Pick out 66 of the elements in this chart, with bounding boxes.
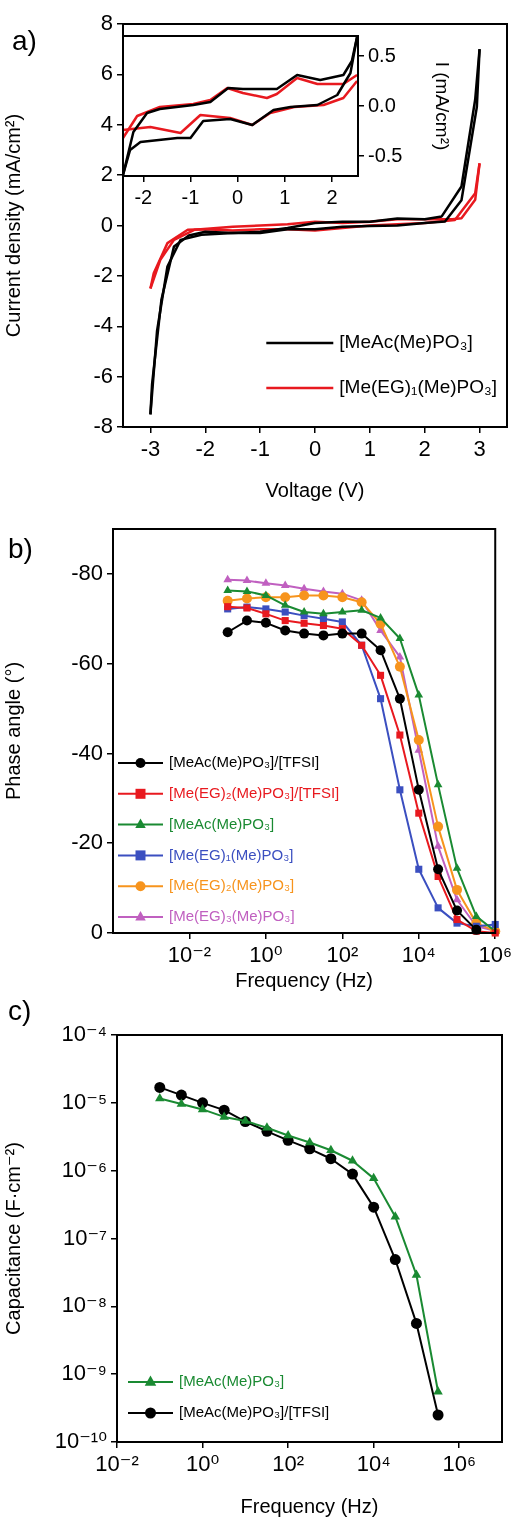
chart-title: a) xyxy=(12,25,37,56)
y-tick-label: 0 xyxy=(90,919,103,945)
y2-axis-title: I (mA/cm²) xyxy=(432,61,454,151)
x-tick-label: 2 xyxy=(418,436,431,462)
y-tick-label: 8 xyxy=(100,10,113,36)
y-tick-label: 0 xyxy=(100,211,113,237)
x-tick-label: 3 xyxy=(473,436,486,462)
y-tick-label: -20 xyxy=(71,829,103,855)
legend-label: [Me(EG)₁(Me)PO₃] xyxy=(169,845,294,863)
x-tick-label: 0 xyxy=(308,436,322,462)
x-tick-label: 1 xyxy=(363,436,376,462)
x-tick-label: 2 xyxy=(326,185,338,208)
y-tick-label: -40 xyxy=(71,739,103,765)
y-tick-label: 10⁻⁶ xyxy=(61,1156,107,1182)
y-tick-label: 10⁻⁵ xyxy=(61,1088,107,1114)
x-tick-label: 10⁴ xyxy=(401,942,436,968)
y-tick-label: 10⁻¹⁰ xyxy=(54,1428,108,1454)
y-axis-title: Capacitance (F·cm⁻²) xyxy=(1,1142,24,1335)
legend-label: [MeAc(Me)PO₃]/[TFSI] xyxy=(169,753,320,771)
x-axis-title: Voltage (V) xyxy=(265,478,365,501)
y-axis-title: Phase angle (°) xyxy=(1,661,24,801)
y2-tick-label: 0.5 xyxy=(368,43,396,66)
legend-label: [MeAc(Me)PO₃] xyxy=(339,331,473,353)
y-tick-label: -60 xyxy=(71,649,103,675)
y-tick-label: 10⁻⁹ xyxy=(61,1360,107,1386)
x-tick-label: 10⁻² xyxy=(167,942,212,968)
x-axis-title: Frequency (Hz) xyxy=(240,1494,379,1517)
y2-tick-label: -0.5 xyxy=(368,143,403,166)
x-tick-label: -1 xyxy=(250,436,270,462)
x-tick-label: 10⁶ xyxy=(442,1451,476,1477)
x-tick-label: -3 xyxy=(140,436,161,462)
y-tick-label: -80 xyxy=(71,559,103,585)
y-tick-label: 10⁻⁸ xyxy=(61,1292,107,1318)
y-tick-label: -4 xyxy=(93,312,113,338)
x-tick-label: 10² xyxy=(272,1451,305,1477)
y-tick-label: -2 xyxy=(93,261,113,287)
legend-label: [MeAc(Me)PO₃]/[TFSI] xyxy=(179,1403,330,1421)
chart-title: c) xyxy=(8,995,32,1026)
legend-label: [MeAc(Me)PO₃] xyxy=(179,1372,285,1390)
y-tick-label: -8 xyxy=(93,413,113,439)
x-tick-label: 10⁶ xyxy=(478,942,512,968)
x-tick-label: 10⁴ xyxy=(356,1451,391,1477)
chart-title: b) xyxy=(8,533,33,564)
x-tick-label: 10⁰ xyxy=(185,1451,220,1477)
legend-label: [Me(EG)₂(Me)PO₃]/[TFSI] xyxy=(169,783,340,801)
x-tick-label: 10⁻² xyxy=(95,1451,139,1477)
y-tick-label: 10⁻⁷ xyxy=(62,1224,108,1250)
y-tick-label: 4 xyxy=(100,110,113,136)
x-axis-title: Frequency (Hz) xyxy=(235,968,374,991)
x-tick-label: -1 xyxy=(181,185,200,208)
x-tick-label: 1 xyxy=(279,185,291,208)
x-tick-label: -2 xyxy=(195,436,216,462)
y2-tick-label: 0.0 xyxy=(368,93,396,116)
y-tick-label: 2 xyxy=(100,161,113,187)
y-axis-title: Current density (mA/cm²) xyxy=(1,113,24,338)
legend-label: [Me(EG)₃(Me)PO₃] xyxy=(169,907,295,925)
y-tick-label: 10⁻⁴ xyxy=(61,1021,107,1047)
x-tick-label: -2 xyxy=(134,185,153,208)
x-tick-label: 0 xyxy=(232,185,244,208)
legend-label: [Me(EG)₁(Me)PO₃] xyxy=(339,376,498,398)
x-tick-label: 10⁰ xyxy=(249,942,283,968)
y-tick-label: 6 xyxy=(100,60,113,86)
legend-label: [Me(EG)₂(Me)PO₃] xyxy=(169,876,295,894)
y-tick-label: -6 xyxy=(93,362,113,388)
x-tick-label: 10² xyxy=(326,942,359,968)
legend-label: [MeAc(Me)PO₃] xyxy=(169,814,275,832)
